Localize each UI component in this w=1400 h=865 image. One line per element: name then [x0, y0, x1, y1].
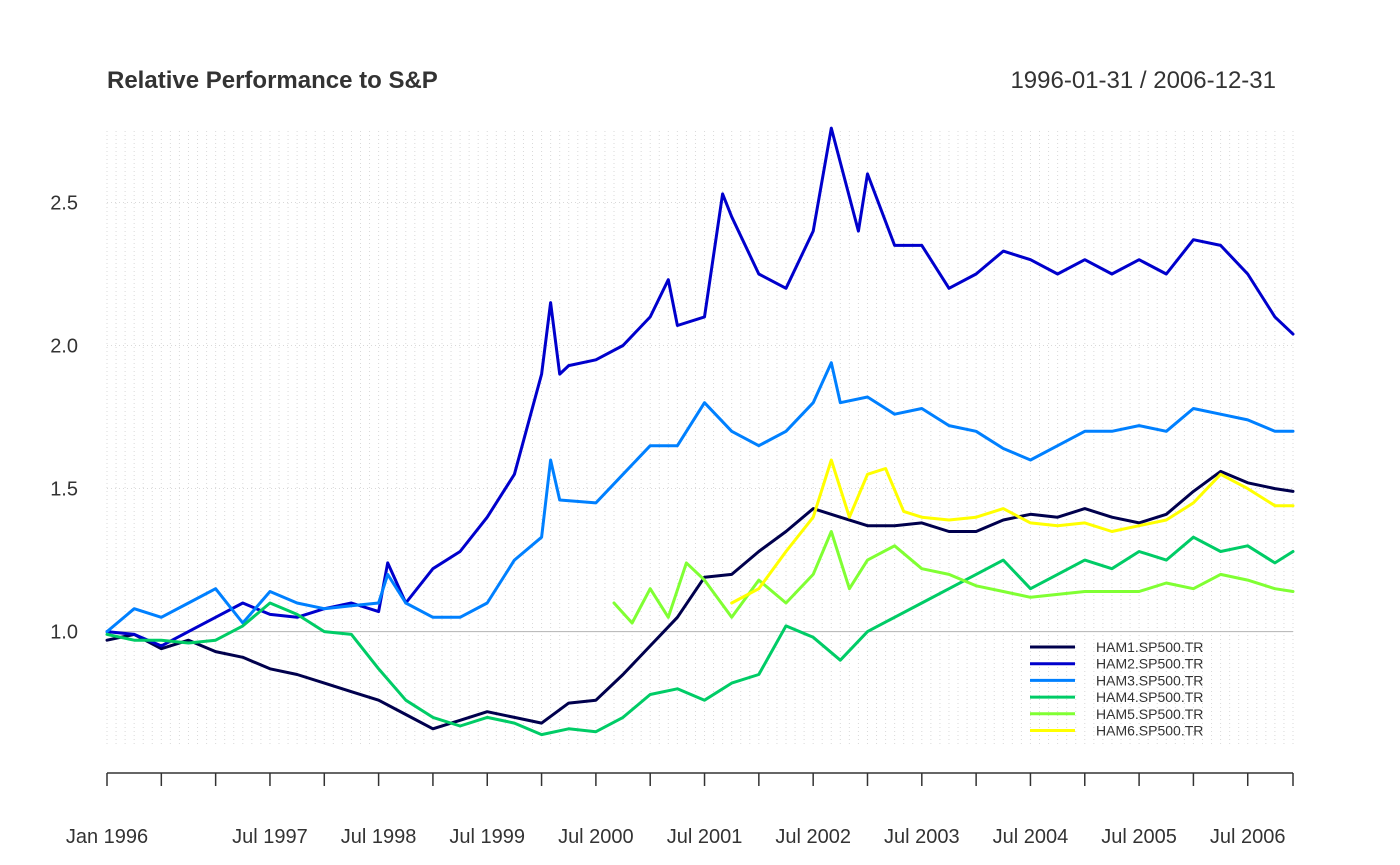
- y-tick-label: 2.0: [50, 336, 78, 358]
- series-line-ham1-sp500-tr: [105, 469, 1295, 731]
- x-tick-label: Jul 2004: [993, 826, 1069, 848]
- series-line-ham6-sp500-tr: [730, 458, 1295, 605]
- legend-label: HAM2.SP500.TR: [1096, 656, 1203, 672]
- series-line-ham5-sp500-tr: [612, 530, 1295, 625]
- legend-label: HAM1.SP500.TR: [1096, 639, 1203, 655]
- x-tick-label: Jul 2003: [884, 826, 960, 848]
- x-tick-label: Jan 1996: [66, 826, 148, 848]
- x-tick-label: Jul 2002: [775, 826, 851, 848]
- y-tick-label: 1.5: [50, 479, 78, 501]
- y-tick-label: 1.0: [50, 622, 78, 644]
- y-axis: 1.0 1.5 2.0 2.5: [50, 193, 78, 644]
- series-lines: [105, 126, 1295, 737]
- x-tick-label: Jul 2000: [558, 826, 634, 848]
- x-tick-label: Jul 1997: [232, 826, 308, 848]
- legend: HAM1.SP500.TRHAM2.SP500.TRHAM3.SP500.TRH…: [1030, 639, 1203, 739]
- x-tick-label: Jul 1998: [341, 826, 417, 848]
- grid: [106, 131, 1294, 746]
- y-tick-label: 2.5: [50, 193, 78, 215]
- x-tick-label: Jul 2005: [1101, 826, 1177, 848]
- x-tick-label: Jul 2001: [667, 826, 743, 848]
- x-tick-label: Jul 2006: [1210, 826, 1286, 848]
- legend-label: HAM4.SP500.TR: [1096, 689, 1203, 705]
- legend-label: HAM6.SP500.TR: [1096, 723, 1203, 739]
- series-line-ham4-sp500-tr: [105, 535, 1295, 737]
- legend-label: HAM5.SP500.TR: [1096, 706, 1203, 722]
- x-tick-label: Jul 1999: [449, 826, 525, 848]
- series-line-ham3-sp500-tr: [105, 361, 1295, 634]
- legend-label: HAM3.SP500.TR: [1096, 672, 1203, 688]
- x-axis: Jan 1996 Jul 1997 Jul 1998 Jul 1999 Jul 2000…: [66, 772, 1294, 848]
- date-range-label: 1996-01-31 / 2006-12-31: [1010, 67, 1276, 94]
- chart-title: Relative Performance to S&P: [107, 67, 438, 94]
